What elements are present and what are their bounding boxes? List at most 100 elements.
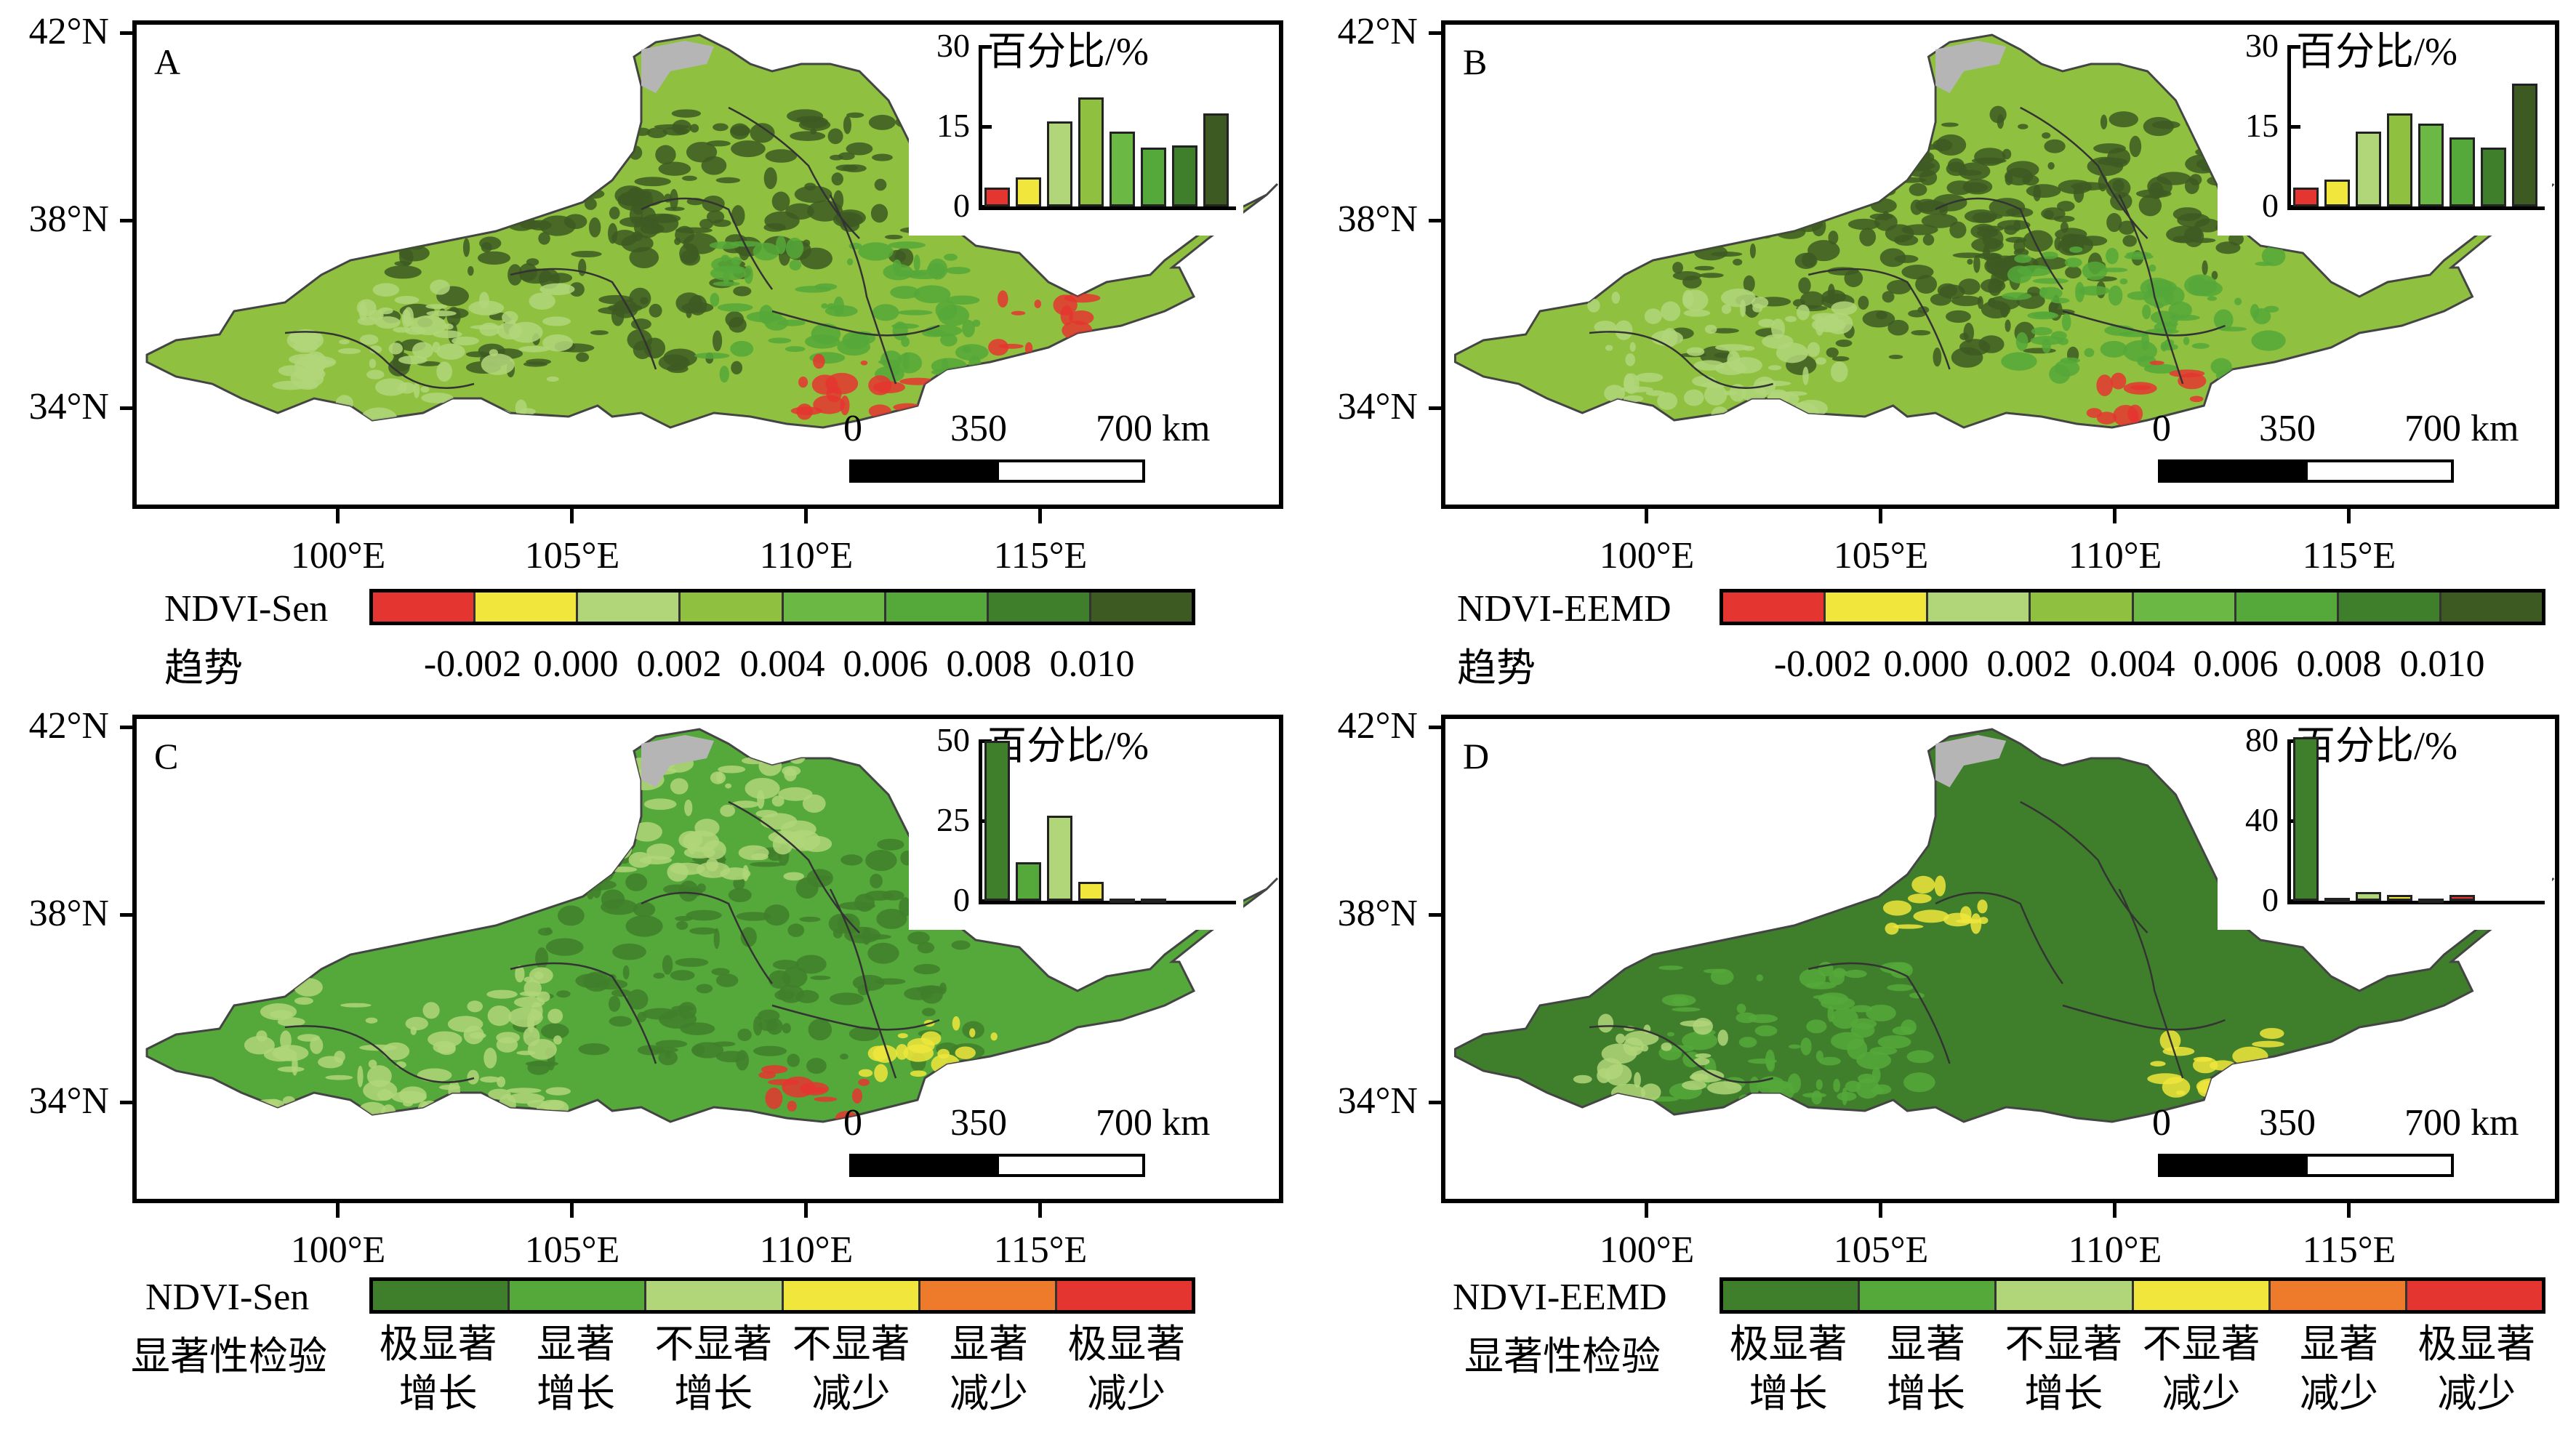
desert-area (1935, 735, 2007, 787)
lon-tick (1645, 507, 1648, 523)
inset-bar (2356, 132, 2382, 206)
color-bar-swatch (2270, 1281, 2407, 1310)
legend-name: NDVI-Sen (164, 588, 329, 630)
lon-label-105: 105°E (524, 1229, 620, 1271)
panel-letter: C (154, 736, 179, 776)
color-bar-swatch (988, 593, 1091, 622)
inset-bar (1110, 899, 1136, 903)
color-bar-swatch (1091, 593, 1192, 622)
scale-bar: 0 350 700 km (843, 1101, 1221, 1189)
inset-y-tick-label: 0 (953, 187, 970, 224)
lat-tick (120, 31, 136, 35)
sub-basin-boundary (510, 962, 657, 1064)
inset-y-tick (979, 899, 992, 903)
scale-label-700: 700 km (1096, 1102, 1211, 1144)
inset-bar (1078, 97, 1104, 206)
color-bar (1720, 589, 2545, 625)
inset-x-axis (979, 901, 1236, 904)
lon-tick (2113, 1202, 2116, 1218)
color-bar-swatch (1723, 593, 1826, 622)
scale-segment-black (2158, 459, 2307, 483)
color-bar-swatch (783, 593, 886, 622)
inset-title: 百分比/% (2296, 724, 2457, 768)
lon-label-105: 105°E (524, 535, 620, 577)
trend-legend: NDVI-Sen 趋势 -0.002 0.000 0.002 0.004 0.006 0.… (0, 582, 1288, 712)
inset-y-tick-label: 30 (936, 27, 970, 64)
inset-bar (1047, 121, 1073, 206)
color-bar-tick-label: 0.004 (2090, 643, 2175, 685)
inset-bar (2449, 894, 2476, 901)
inset-bar (2293, 188, 2319, 206)
scale-label-0: 0 (843, 408, 862, 449)
significance-legend: NDVI-Sen 显著性检验 极显著 增长 显著 增长 不显著 增长 不显著 减少 显著 减少 极显… (0, 1276, 1288, 1430)
lat-label-38: 38°N (1337, 198, 1418, 240)
lat-label-38: 38°N (28, 893, 109, 934)
sub-basin-boundary (829, 194, 897, 385)
scale-label-350: 350 (2259, 408, 2316, 449)
inset-y-tick (979, 45, 992, 49)
color-bar-swatch (681, 593, 784, 622)
yellow-river-basin-map (1453, 728, 2555, 1123)
color-bar-swatch (783, 1281, 920, 1310)
lon-tick (804, 1202, 808, 1218)
color-bar-tick-label: 0.000 (1883, 643, 1969, 685)
legend-name: NDVI-EEMD (1453, 1277, 1667, 1318)
sub-basin-boundary (641, 197, 774, 290)
color-bar-swatch (373, 593, 476, 622)
lon-tick (1879, 507, 1882, 523)
color-bar-swatch (1826, 593, 1929, 622)
lat-label-42: 42°N (28, 11, 109, 52)
panel-a: 42°N 38°N 34°N 100°E 105°E 110°E 115°E A… (0, 0, 1288, 715)
lon-tick (1879, 1202, 1882, 1218)
sub-basin-boundary (641, 891, 774, 984)
scale-bar: 0 350 700 km (2152, 1101, 2530, 1189)
inset-y-tick-label: 30 (2245, 27, 2279, 64)
yellow-river-basin-map (145, 728, 1279, 1123)
lon-label-110: 110°E (759, 535, 854, 577)
inset-bar (1141, 148, 1167, 206)
panel-letter: B (1463, 41, 1488, 82)
scale-label-0: 0 (2152, 408, 2171, 449)
lat-tick (1429, 406, 1445, 410)
scale-segment-black (849, 1154, 998, 1177)
sub-basin-boundary (1807, 268, 1951, 370)
color-bar-swatch (886, 593, 989, 622)
lon-label-100: 100°E (290, 1229, 386, 1271)
inset-y-tick (979, 125, 992, 129)
significance-category-label: 极显著 增长 (1729, 1322, 1847, 1415)
significance-category-label: 不显著 减少 (792, 1322, 910, 1415)
legend-title: 趋势 (164, 646, 243, 690)
scale-label-700: 700 km (1096, 408, 1211, 449)
color-bar-tick-label: 0.010 (2399, 643, 2485, 685)
inset-bar (2324, 180, 2351, 206)
scale-label-350: 350 (2259, 1102, 2316, 1144)
desert-area (641, 41, 714, 93)
panel-letter: A (154, 41, 181, 82)
percentage-inset-chart: 30 15 0 百分比/% (909, 25, 1243, 236)
lon-tick (2347, 507, 2351, 523)
scale-label-700: 700 km (2404, 1102, 2519, 1144)
sub-basin-boundary (2118, 888, 2184, 1079)
scale-segment-white (2305, 1154, 2454, 1177)
lon-label-115: 115°E (2302, 535, 2396, 577)
color-bar (369, 1277, 1195, 1314)
legend-name: NDVI-EEMD (1457, 588, 1672, 630)
scale-label-350: 350 (950, 1102, 1007, 1144)
scale-bar: 0 350 700 km (843, 407, 1221, 494)
inset-x-axis (2287, 206, 2545, 210)
legend-name: NDVI-Sen (145, 1277, 310, 1318)
lon-tick (804, 507, 808, 523)
trend-legend: NDVI-EEMD 趋势 -0.002 0.000 0.002 0.004 0.006 0… (1309, 582, 2576, 712)
color-bar-swatch (2338, 593, 2441, 622)
inset-y-tick-label: 15 (936, 107, 970, 144)
color-bar-swatch (2407, 1281, 2543, 1310)
inset-title: 百分比/% (2296, 30, 2457, 73)
color-bar-swatch (2441, 593, 2542, 622)
lat-tick (120, 913, 136, 917)
sub-basin-boundary (1935, 891, 2063, 984)
lon-label-115: 115°E (2302, 1229, 2396, 1271)
scale-label-0: 0 (2152, 1102, 2171, 1144)
sub-basin-boundary (2062, 1004, 2226, 1031)
inset-y-tick-label: 80 (2245, 721, 2279, 758)
color-bar-tick-label: -0.002 (1773, 643, 1872, 685)
